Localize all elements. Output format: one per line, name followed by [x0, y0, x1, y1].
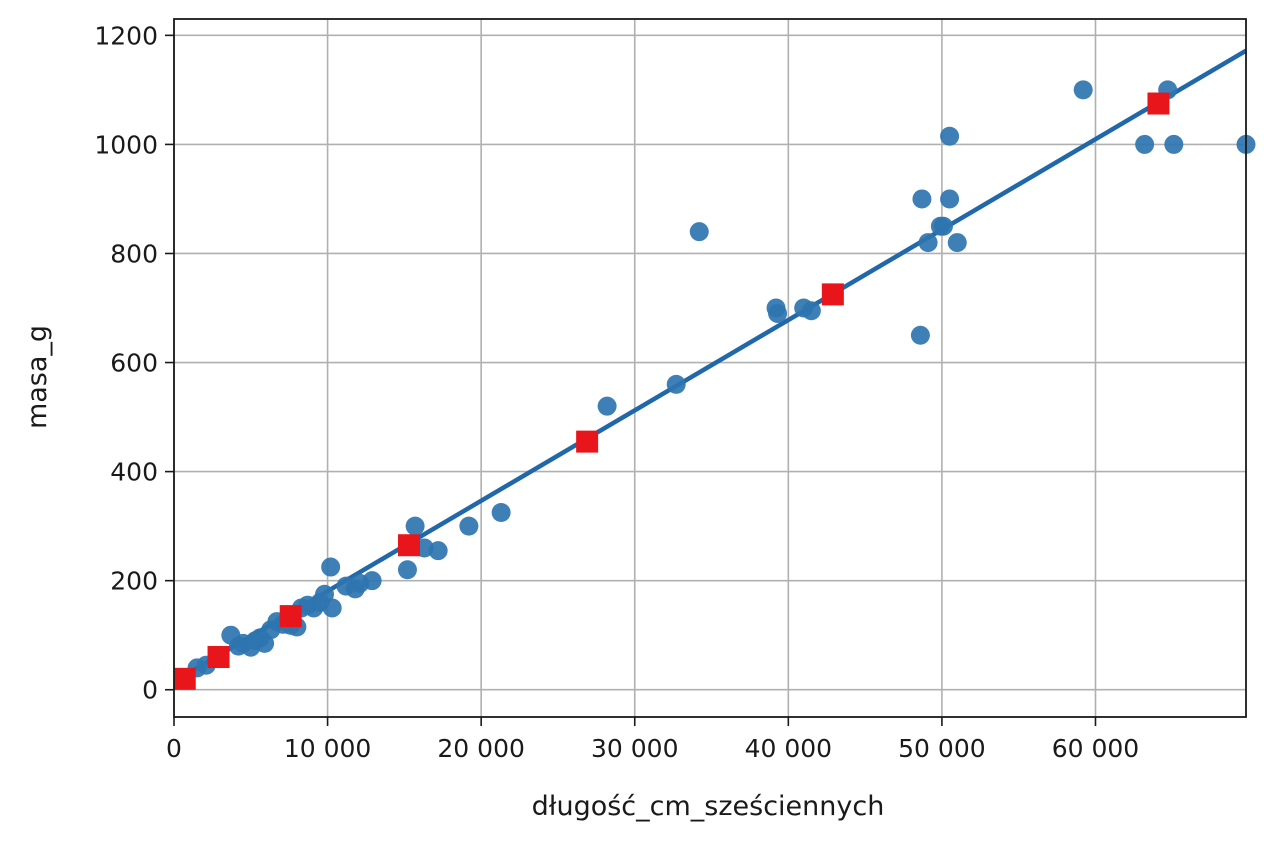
x-tick-label: 50 000 [898, 734, 985, 763]
data-point [940, 126, 960, 146]
data-point [321, 557, 341, 577]
plot-frame [173, 18, 1247, 718]
data-point [940, 189, 960, 209]
square-marker [576, 430, 599, 453]
y-tick-label: 1000 [94, 130, 158, 159]
data-point [428, 541, 448, 561]
data-point [689, 222, 709, 242]
y-axis-title: masa_g [22, 325, 53, 429]
data-point [768, 303, 788, 323]
square-marker [397, 534, 420, 557]
square-marker [279, 605, 302, 628]
data-point [459, 516, 479, 536]
y-tick-label: 200 [110, 567, 158, 596]
y-tick-label: 0 [142, 676, 158, 705]
y-axis-ticks: 0 200 400 600 800 1000 1200 [94, 21, 174, 705]
x-axis-ticks: 0 10 000 20 000 30 000 40 000 50 000 60 000 [166, 717, 1139, 763]
data-point [597, 396, 617, 416]
x-tick-label: 40 000 [745, 734, 832, 763]
x-tick-label: 20 000 [437, 734, 524, 763]
data-point [491, 503, 511, 523]
data-point [405, 516, 425, 536]
data-point [918, 233, 938, 253]
data-point [933, 216, 953, 236]
y-tick-label: 1200 [94, 21, 158, 50]
square-marker [207, 646, 230, 669]
data-point [910, 325, 930, 345]
data-point [322, 598, 342, 618]
x-tick-label: 60 000 [1052, 734, 1139, 763]
data-point [397, 560, 417, 580]
data-point [1135, 134, 1155, 154]
x-axis-title: długość_cm_sześciennych [532, 791, 885, 822]
data-point [666, 374, 686, 394]
regression-line-group [172, 48, 1248, 684]
y-tick-label: 400 [110, 458, 158, 487]
y-tick-label: 800 [110, 239, 158, 268]
data-point [801, 301, 821, 321]
data-point [362, 571, 382, 591]
data-point [912, 189, 932, 209]
square-marker [821, 283, 844, 306]
y-tick-label: 600 [110, 349, 158, 378]
regression-line [172, 48, 1248, 684]
x-tick-label: 10 000 [284, 734, 371, 763]
data-point [1164, 134, 1184, 154]
highlight-markers [173, 92, 1170, 690]
x-tick-label: 0 [166, 734, 182, 763]
x-tick-label: 30 000 [591, 734, 678, 763]
data-point [947, 233, 967, 253]
square-marker [173, 667, 196, 690]
data-point [1073, 80, 1093, 100]
square-marker [1147, 92, 1170, 115]
